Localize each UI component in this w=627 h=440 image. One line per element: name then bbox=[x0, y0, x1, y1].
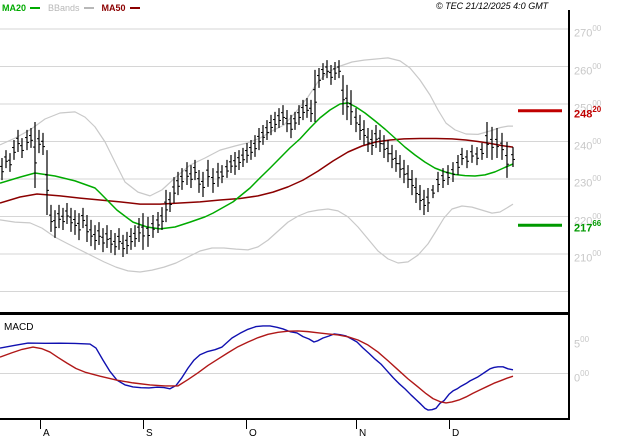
right-axis-line bbox=[568, 10, 570, 419]
copyright-text: © TEC 21/12/2025 4:0 GMT bbox=[436, 1, 549, 11]
bottom-axis-line bbox=[0, 418, 570, 420]
support-level-label: 21766 bbox=[574, 219, 602, 235]
month-label: N bbox=[359, 428, 367, 439]
month-label: D bbox=[452, 428, 460, 439]
macd-tick-label: 500 bbox=[574, 335, 590, 351]
month-tick bbox=[449, 419, 450, 429]
price-tick-label: 21000 bbox=[574, 249, 602, 265]
macd-chart-canvas bbox=[0, 325, 569, 411]
resistance-level-label: 24820 bbox=[574, 104, 602, 121]
month-tick bbox=[40, 419, 41, 429]
bbands-label: BBands bbox=[48, 3, 80, 13]
ma20-label: MA20 bbox=[2, 3, 27, 13]
ma20-line-swatch-icon bbox=[30, 7, 41, 9]
indicator-legend: MA20 BBands MA50 bbox=[2, 2, 140, 14]
price-tick-label: 26000 bbox=[574, 61, 602, 78]
bollinger-lower-line bbox=[0, 203, 514, 273]
month-tick bbox=[246, 419, 247, 429]
ma50-line bbox=[0, 137, 514, 205]
price-tick-label: 25000 bbox=[574, 99, 602, 115]
bbands-line-swatch-icon bbox=[83, 7, 94, 9]
price-tick-label: 24000 bbox=[574, 136, 602, 153]
ma20-line bbox=[0, 102, 514, 230]
legend-item-bbands: BBands bbox=[48, 3, 94, 13]
month-tick bbox=[143, 419, 144, 429]
macd-macd-line bbox=[0, 325, 514, 411]
legend-item-ma50: MA50 bbox=[102, 3, 140, 13]
ma50-line-swatch-icon bbox=[129, 7, 140, 9]
bollinger-upper-line bbox=[0, 57, 513, 197]
panel-separator bbox=[0, 312, 570, 315]
price-tick-label: 27000 bbox=[574, 24, 602, 40]
month-label: O bbox=[249, 428, 257, 439]
macd-tick-label: 000 bbox=[574, 368, 590, 385]
macd-signal-line bbox=[0, 330, 514, 404]
price-tick-label: 23000 bbox=[574, 174, 602, 190]
price-tick-label: 22000 bbox=[574, 211, 602, 228]
month-tick bbox=[356, 419, 357, 429]
month-label: A bbox=[43, 428, 50, 439]
month-label: S bbox=[146, 428, 153, 439]
ma50-label: MA50 bbox=[101, 3, 126, 13]
price-chart-canvas bbox=[0, 28, 569, 292]
legend-item-ma20: MA20 bbox=[2, 3, 41, 13]
macd-panel-title: MACD bbox=[4, 322, 34, 333]
